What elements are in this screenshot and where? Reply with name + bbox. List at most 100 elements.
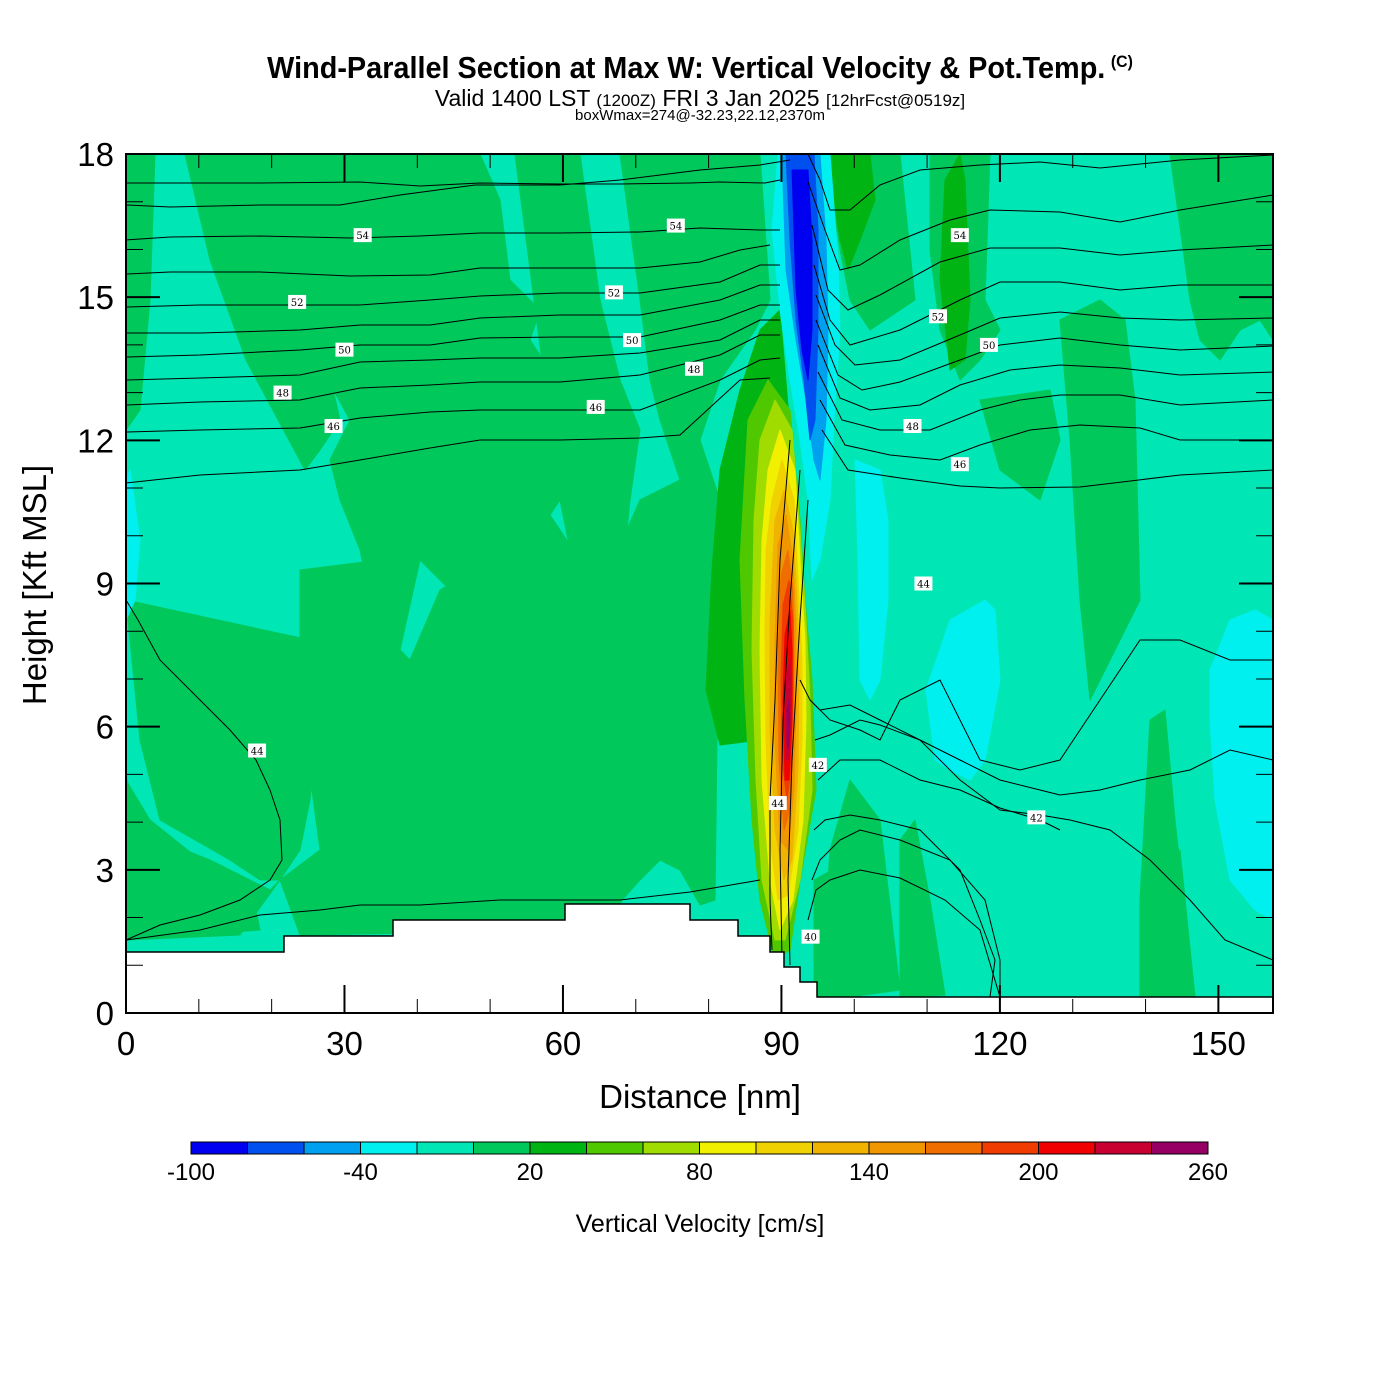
theta-contour-line [769, 439, 791, 951]
theta-contour-line [817, 371, 1273, 431]
theta-contour-line [126, 599, 283, 941]
contour-label-box [586, 399, 605, 414]
contour-label-box [903, 419, 922, 434]
colorbar-swatch [247, 1141, 305, 1155]
colorbar-tick-label: 260 [1188, 1159, 1228, 1186]
theta-contour-line [126, 227, 780, 241]
title-text: Wind-Parallel Section at Max W: Vertical… [267, 50, 1106, 85]
theta-contour-line [126, 879, 761, 941]
theta-contour-line [821, 429, 1273, 489]
contour-label-box [685, 361, 704, 376]
contour-label-text: 44 [771, 799, 784, 810]
contour-label-text: 50 [338, 346, 351, 357]
x-tick-label: 60 [545, 1025, 582, 1062]
contour-label-box [666, 218, 685, 233]
colorbar-swatch [925, 1141, 983, 1155]
x-tick-label: 90 [763, 1025, 800, 1062]
contour-label: 50 [979, 337, 998, 352]
colorbar-tick-label: -40 [343, 1159, 378, 1186]
theta-contour-line [126, 244, 771, 277]
contour-label-text: 44 [917, 580, 930, 591]
velocity-region-11 [1059, 299, 1141, 701]
contour-label: 52 [604, 285, 623, 300]
contour-label-text: 44 [251, 747, 264, 758]
terrain [125, 903, 1274, 1014]
contour-label: 44 [248, 743, 267, 758]
theta-contour-line [811, 224, 1273, 311]
theta-contour-line [817, 344, 1273, 411]
contour-label: 48 [903, 419, 922, 434]
colorbar-swatch [755, 1141, 813, 1155]
theta-contour-line [126, 304, 780, 358]
theta-contour-line [814, 719, 1273, 961]
contour-label-box [353, 228, 372, 243]
colorbar-swatch [473, 1141, 531, 1155]
velocity-region-14 [899, 819, 946, 998]
theta-contour-line [807, 181, 1273, 271]
velocity-region-10 [1169, 154, 1273, 361]
colorbar-swatch [699, 1141, 757, 1155]
copyright-mark: (C) [1110, 51, 1133, 71]
y-tick-label: 9 [96, 566, 114, 603]
colorbar-swatch [303, 1141, 361, 1155]
colorbar-swatch [1094, 1141, 1152, 1155]
contour-label-text: 40 [804, 933, 817, 944]
contour-label: 48 [685, 361, 704, 376]
contour-label: 48 [273, 385, 292, 400]
theta-contour-line [813, 814, 996, 998]
contour-label-box [623, 333, 642, 348]
contour-label-box [273, 385, 292, 400]
contour-label-text: 50 [983, 341, 996, 352]
contour-label: 50 [335, 342, 354, 357]
contour-label-text: 46 [953, 460, 966, 471]
colorbar-title: Vertical Velocity [cm/s] [576, 1210, 825, 1238]
x-axis-title: Distance [nm] [599, 1078, 801, 1115]
contour-label: 54 [950, 228, 969, 243]
velocity-region-39 [791, 169, 813, 381]
contour-label-text: 54 [953, 231, 966, 242]
colorbar-swatch [416, 1141, 474, 1155]
contour-label: 44 [768, 796, 787, 811]
theta-contour-line [807, 869, 1001, 998]
colorbar-tick-label: -100 [167, 1159, 215, 1186]
contour-label-box [914, 576, 933, 591]
x-tick-label: 30 [326, 1025, 363, 1062]
theta-contour-line [126, 179, 781, 187]
theta-contour-line [799, 639, 1273, 771]
contour-label: 40 [801, 929, 820, 944]
theta-contour-line [126, 284, 780, 334]
contour-label-text: 52 [932, 312, 945, 323]
colorbar-swatch [868, 1141, 926, 1155]
theta-contour-line [126, 334, 780, 406]
velocity-region-5 [126, 439, 721, 941]
velocity-fill-layer [126, 154, 1273, 1013]
contour-label-box [929, 309, 948, 324]
contour-label-box [248, 743, 267, 758]
colorbar-tick-label: 20 [517, 1159, 544, 1186]
colorbar-tick-labels: -100 -40 20 80 140 200 260 [167, 1159, 1228, 1186]
contour-label-box [1027, 810, 1046, 825]
theta-contour-line [809, 699, 1273, 796]
contour-label: 54 [666, 218, 685, 233]
contour-label-text: 48 [276, 389, 289, 400]
contour-label: 44 [914, 576, 933, 591]
y-tick-label: 0 [96, 995, 114, 1032]
contour-label-text: 42 [1030, 813, 1043, 824]
colorbar-swatch [360, 1141, 418, 1155]
x-tick-labels: 0 30 60 90 120 150 [117, 1025, 1246, 1062]
theta-contour-line [779, 469, 801, 961]
x-tick-label: 150 [1191, 1025, 1246, 1062]
colorbar-tick-label: 80 [686, 1159, 713, 1186]
colorbar-swatch [981, 1141, 1039, 1155]
velocity-region-20 [939, 154, 971, 371]
theta-contour-line [813, 264, 1273, 346]
velocity-region-12 [979, 389, 1061, 501]
theta-contour-line [126, 319, 780, 381]
subtitle: boxWmax=274@-32.23,22.12,2370m [575, 107, 825, 124]
y-tick-label: 6 [96, 709, 114, 746]
contour-label-box [801, 929, 820, 944]
contour-label: 42 [808, 757, 827, 772]
contour-label: 52 [288, 294, 307, 309]
theta-contour-line [126, 357, 781, 433]
valid-utc: (1200Z) [596, 91, 656, 110]
